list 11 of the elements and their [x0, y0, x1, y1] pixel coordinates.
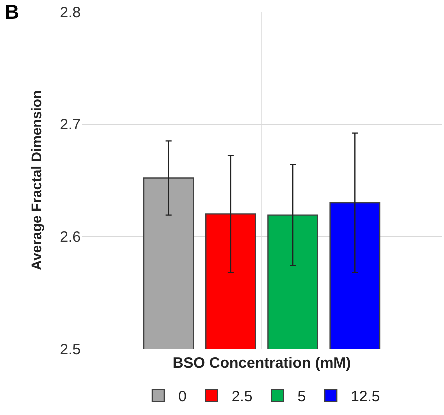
- y-tick-label: 2.6: [60, 228, 81, 246]
- y-axis-title: Average Fractal Dimension: [28, 90, 45, 270]
- y-tick-label: 2.7: [60, 116, 81, 134]
- y-tick-label: 2.5: [60, 341, 81, 358]
- x-axis-title: BSO Concentration (mM): [172, 355, 352, 372]
- legend-label: 2.5: [232, 388, 253, 406]
- legend-label: 12.5: [351, 388, 380, 406]
- text: B: [5, 2, 20, 24]
- legend-label: 0: [178, 388, 187, 406]
- y-tick-label: 2.8: [60, 4, 81, 22]
- legend-label: 5: [298, 388, 306, 406]
